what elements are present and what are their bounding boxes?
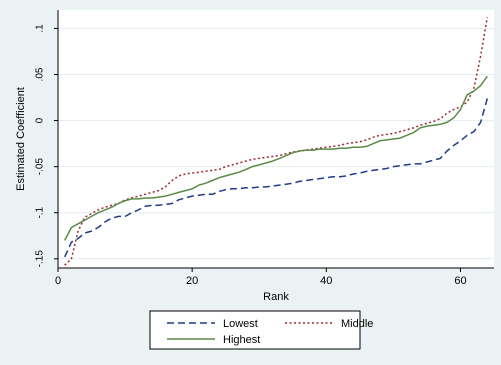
x-axis-title: Rank: [263, 291, 289, 303]
plot-area: [58, 10, 494, 268]
x-tick-label-3: 60: [454, 275, 466, 287]
x-tick-label-1: 20: [186, 275, 198, 287]
axes: [57, 10, 494, 269]
y-axis-title: Estimated Coefficient: [15, 87, 27, 191]
legend-box: [149, 310, 361, 350]
legend: Lowest Middle Highest: [149, 310, 373, 350]
legend-label-lowest: Lowest: [223, 318, 258, 330]
series-line-highest: [64, 75, 488, 241]
tick-labels: -.15 -.1 -.05 0 .05 .1 0 20 40 60: [35, 24, 467, 287]
legend-label-highest: Highest: [223, 334, 260, 346]
y-tick-label-2: -.05: [35, 158, 46, 176]
y-tick-label-4: .05: [35, 67, 46, 81]
series-line-lowest: [64, 98, 489, 258]
y-tick-label-3: 0: [35, 117, 46, 123]
legend-label-middle: Middle: [341, 318, 373, 330]
series-lines: [64, 17, 489, 266]
x-tick-label-2: 40: [320, 275, 332, 287]
series-line-middle: [64, 17, 489, 266]
y-tick-label-0: -.15: [35, 250, 46, 268]
y-tick-label-5: .1: [35, 24, 46, 33]
y-tick-label-1: -.1: [35, 206, 46, 218]
x-tick-label-0: 0: [55, 275, 61, 287]
